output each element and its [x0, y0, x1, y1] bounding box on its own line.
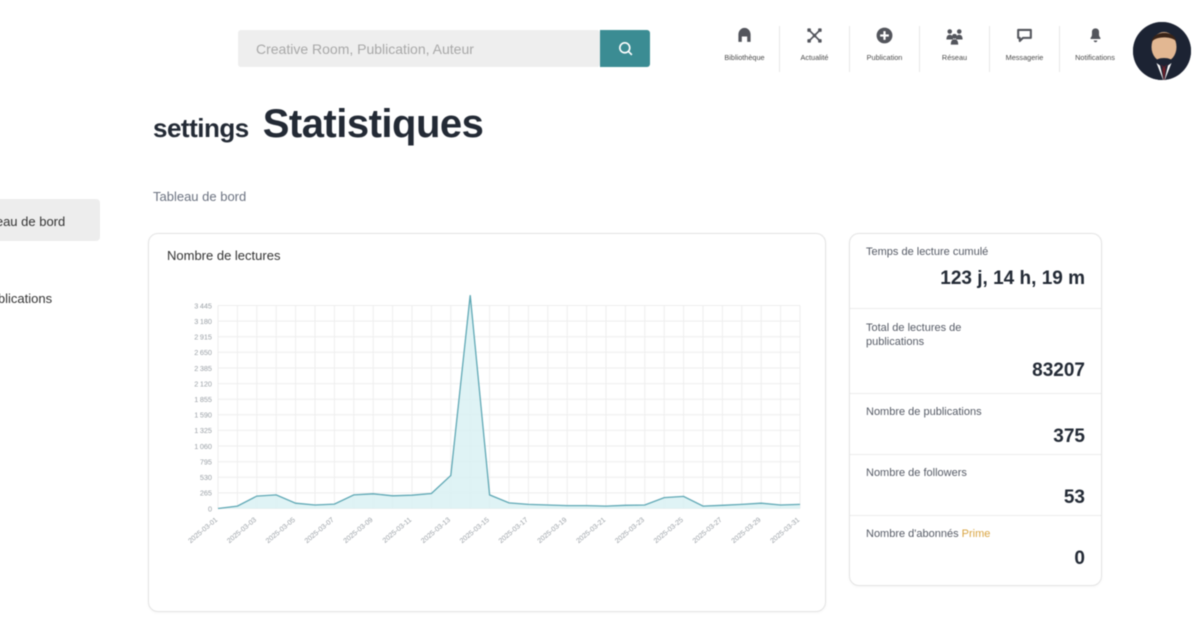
- svg-text:795: 795: [200, 458, 212, 467]
- svg-text:2025-03-31: 2025-03-31: [769, 517, 801, 545]
- svg-text:0: 0: [208, 504, 212, 513]
- svg-text:2 650: 2 650: [194, 348, 212, 357]
- svg-text:2025-03-21: 2025-03-21: [575, 517, 607, 545]
- svg-text:2025-03-27: 2025-03-27: [692, 517, 724, 545]
- svg-text:2 915: 2 915: [194, 333, 212, 342]
- svg-text:1 590: 1 590: [194, 411, 212, 420]
- svg-text:1 060: 1 060: [194, 442, 212, 451]
- svg-text:1 855: 1 855: [194, 395, 212, 404]
- svg-text:2025-03-15: 2025-03-15: [459, 517, 491, 545]
- svg-text:2025-03-17: 2025-03-17: [498, 517, 530, 545]
- svg-text:2025-03-19: 2025-03-19: [537, 517, 569, 545]
- svg-text:2 120: 2 120: [194, 379, 212, 388]
- svg-text:265: 265: [200, 489, 212, 498]
- svg-text:3 445: 3 445: [194, 301, 212, 310]
- svg-text:3 180: 3 180: [194, 317, 212, 326]
- svg-text:2025-03-23: 2025-03-23: [614, 517, 646, 545]
- svg-text:2025-03-07: 2025-03-07: [304, 517, 336, 545]
- svg-text:1 325: 1 325: [194, 426, 212, 435]
- svg-text:2025-03-09: 2025-03-09: [343, 517, 375, 545]
- svg-text:2025-03-11: 2025-03-11: [382, 517, 414, 545]
- svg-text:2025-03-05: 2025-03-05: [265, 517, 297, 545]
- svg-text:2025-03-29: 2025-03-29: [731, 517, 763, 545]
- svg-text:2025-03-03: 2025-03-03: [226, 517, 258, 545]
- svg-text:530: 530: [200, 473, 212, 482]
- svg-text:2 385: 2 385: [194, 364, 212, 373]
- svg-text:2025-03-13: 2025-03-13: [420, 517, 452, 545]
- svg-text:2025-03-01: 2025-03-01: [187, 517, 219, 545]
- svg-text:2025-03-25: 2025-03-25: [653, 517, 685, 545]
